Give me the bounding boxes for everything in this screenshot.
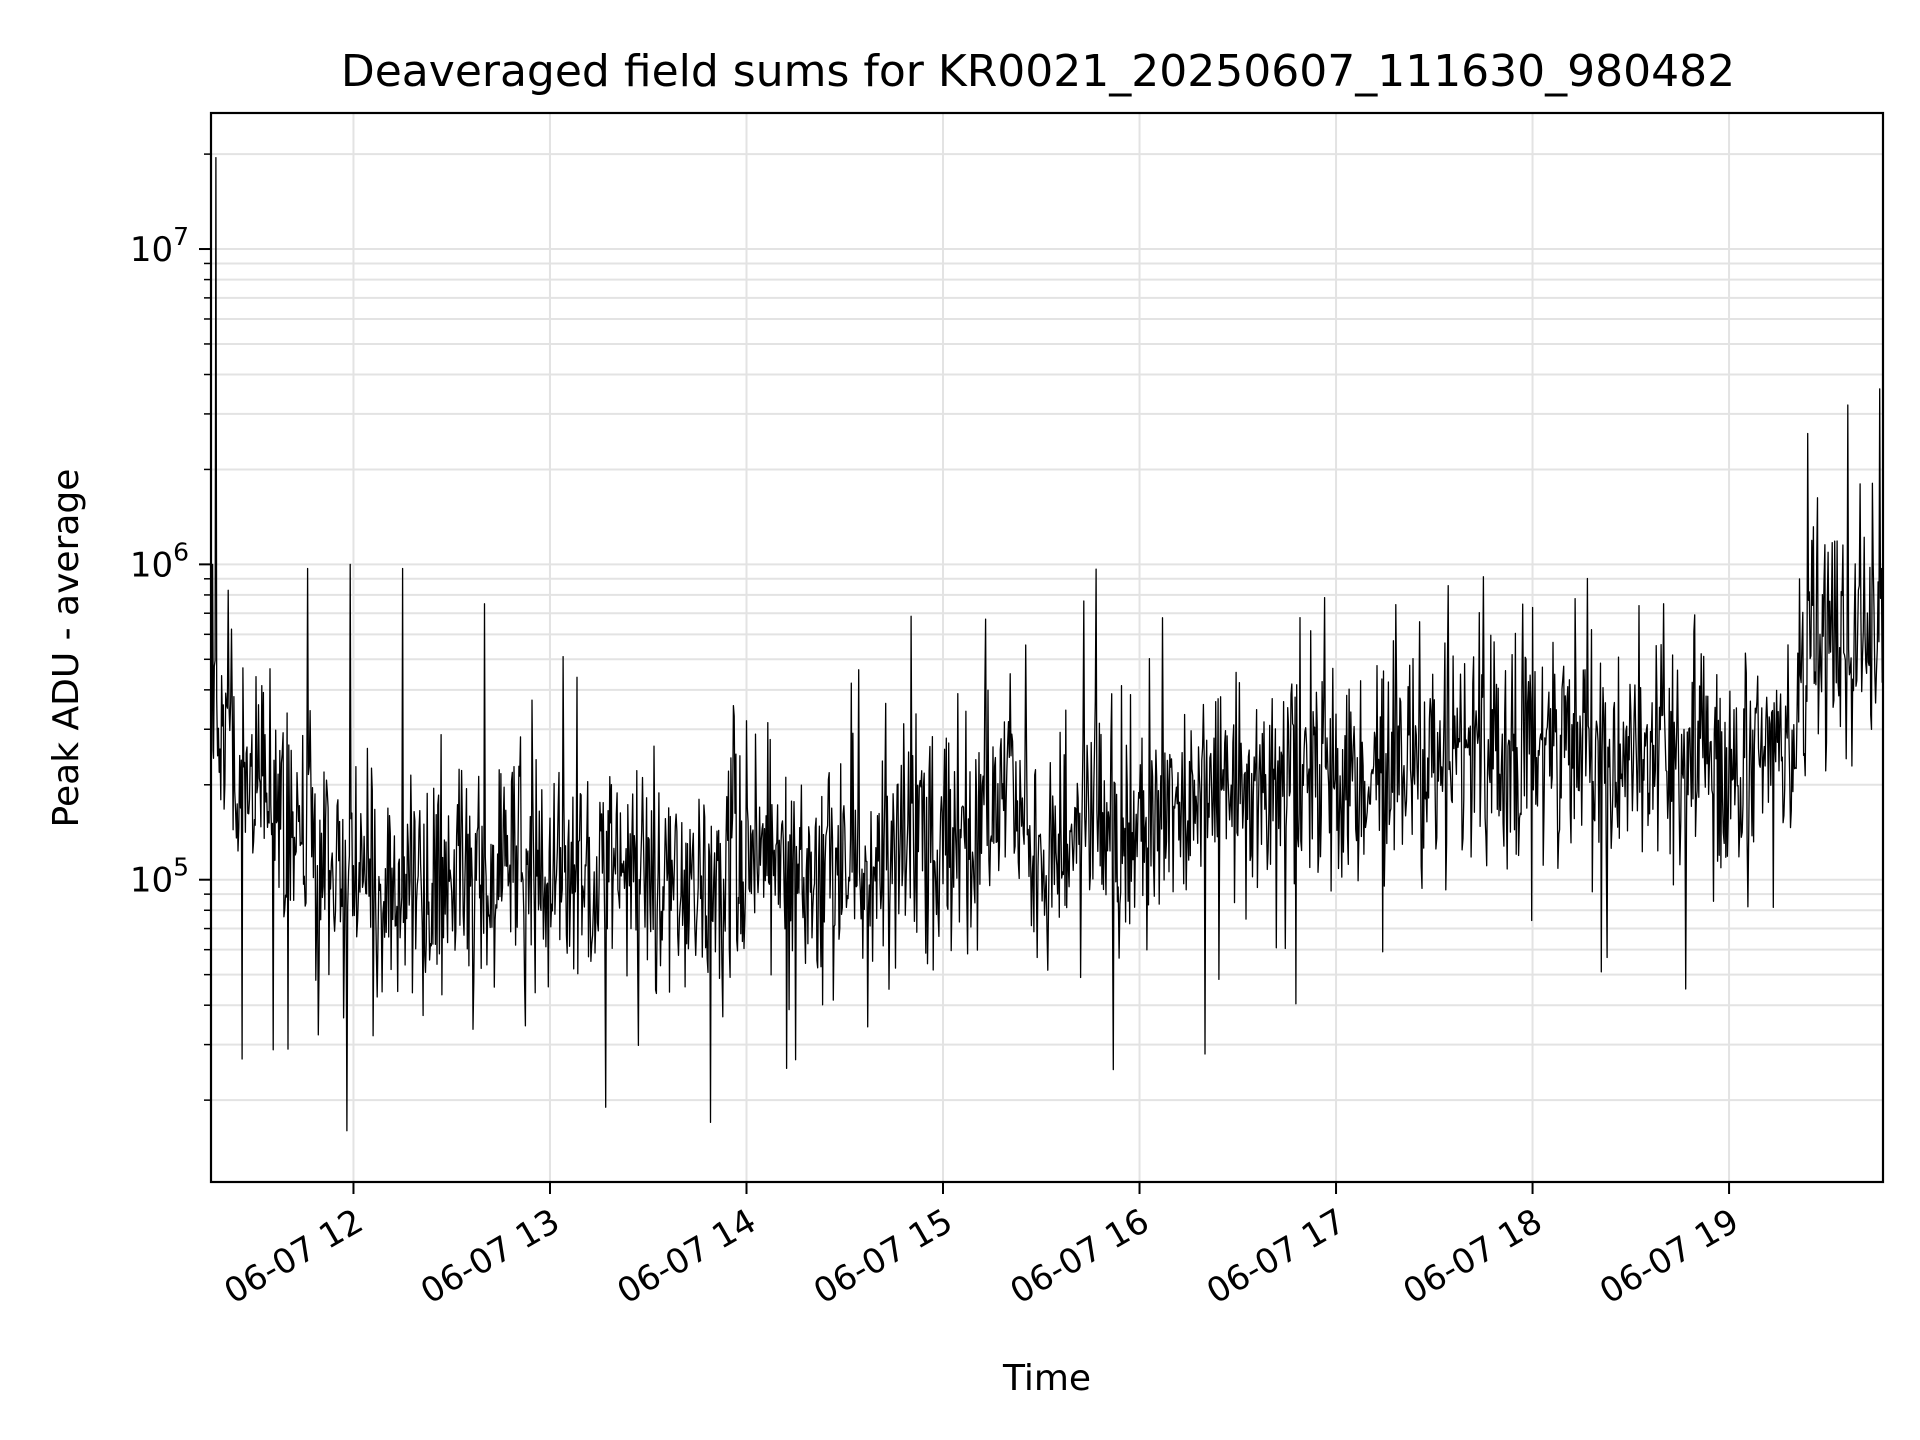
y-tick-label: 107 <box>130 222 189 270</box>
plot-frame <box>209 111 1885 1184</box>
grid-lines <box>211 113 1883 1182</box>
series-group <box>210 156 1884 1132</box>
series-line <box>210 156 1884 1132</box>
y-axis: 105 106 107 <box>130 153 211 1101</box>
y-tick-label: 106 <box>130 537 189 585</box>
x-axis-label: Time <box>1002 1358 1091 1399</box>
y-axis-label: Peak ADU - average <box>46 469 87 828</box>
chart-title: Deaveraged field sums for KR0021_2025060… <box>341 46 1735 97</box>
y-tick-label: 105 <box>130 853 189 901</box>
